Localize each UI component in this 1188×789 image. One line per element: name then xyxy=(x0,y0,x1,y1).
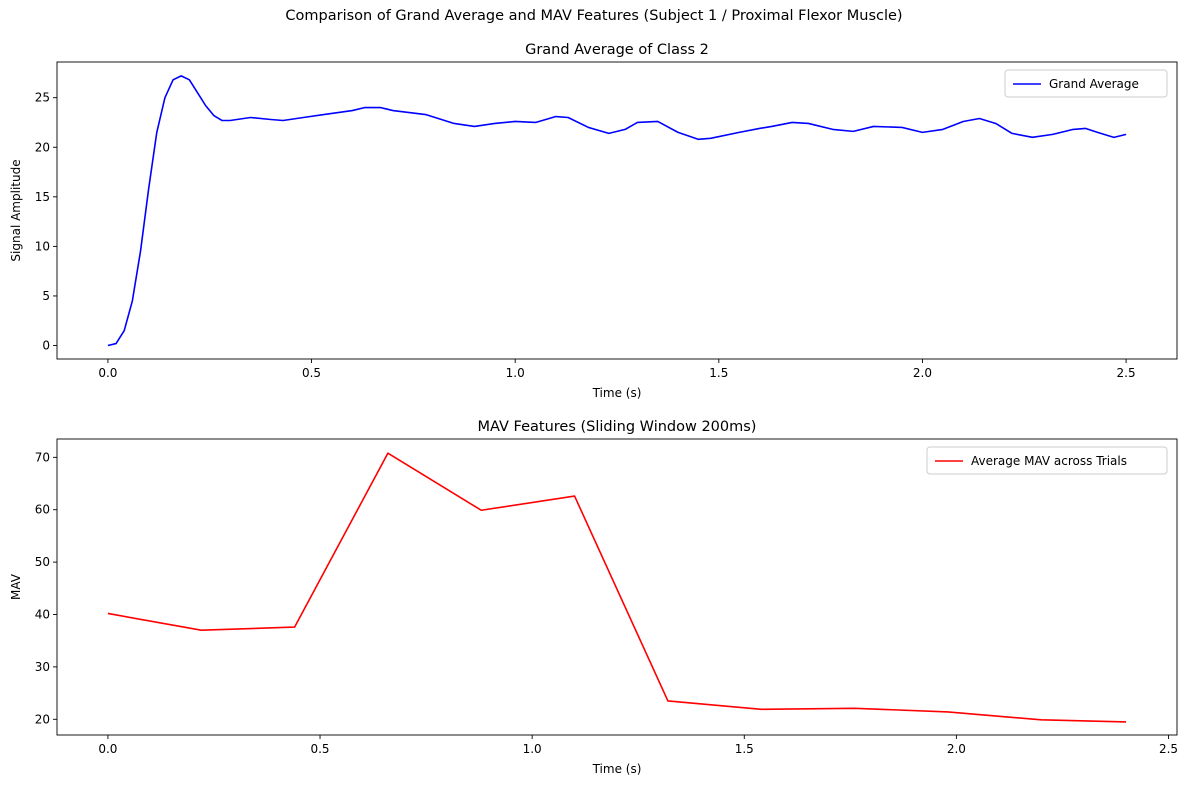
x-tick-label: 1.0 xyxy=(523,742,542,756)
y-tick-label: 70 xyxy=(35,450,50,464)
x-tick-label: 0.0 xyxy=(98,366,117,380)
y-tick-label: 60 xyxy=(35,503,50,517)
y-tick-label: 5 xyxy=(42,289,50,303)
y-axis-label: MAV xyxy=(9,573,23,600)
legend-box xyxy=(1004,69,1168,98)
x-tick-label: 2.0 xyxy=(947,742,966,756)
y-tick-label: 0 xyxy=(42,339,50,353)
x-axis-label: Time (s) xyxy=(592,386,642,400)
x-tick-label: 0.0 xyxy=(98,742,117,756)
y-tick-label: 50 xyxy=(35,555,50,569)
x-tick-label: 1.5 xyxy=(735,742,754,756)
y-tick-label: 15 xyxy=(35,190,50,204)
y-tick-label: 10 xyxy=(35,239,50,253)
panel-title: MAV Features (Sliding Window 200ms) xyxy=(478,419,757,435)
x-tick-label: 0.5 xyxy=(310,742,329,756)
y-tick-label: 30 xyxy=(35,660,50,674)
series-line xyxy=(107,452,1127,723)
x-tick-label: 1.0 xyxy=(506,366,525,380)
x-axis-label: Time (s) xyxy=(592,762,642,776)
y-tick-label: 20 xyxy=(35,712,50,726)
y-tick-label: 40 xyxy=(35,608,50,622)
x-tick-label: 2.0 xyxy=(913,366,932,380)
legend-label: Grand Average xyxy=(1049,77,1139,91)
y-axis-label: Signal Amplitude xyxy=(9,159,23,261)
panel-grand-average: Grand Average of Class 2 0.0 0.5 1.0 1.5 2.0 2… xyxy=(9,42,1178,400)
panel-mav-features: MAV Features (Sliding Window 200ms) 0.0 0.… xyxy=(9,419,1178,776)
panel-title: Grand Average of Class 2 xyxy=(525,42,709,58)
y-tick-label: 20 xyxy=(35,140,50,154)
y-tick-label: 25 xyxy=(35,91,50,105)
x-tick-label: 2.5 xyxy=(1159,742,1178,756)
plot-frame xyxy=(56,61,1178,360)
plot-frame xyxy=(56,438,1178,736)
series-line xyxy=(107,75,1127,347)
figure-title: Comparison of Grand Average and MAV Feat… xyxy=(285,8,903,24)
legend-label: Average MAV across Trials xyxy=(971,454,1127,468)
x-tick-label: 0.5 xyxy=(302,366,321,380)
x-tick-label: 1.5 xyxy=(709,366,728,380)
legend-box xyxy=(926,446,1168,475)
x-tick-label: 2.5 xyxy=(1117,366,1136,380)
